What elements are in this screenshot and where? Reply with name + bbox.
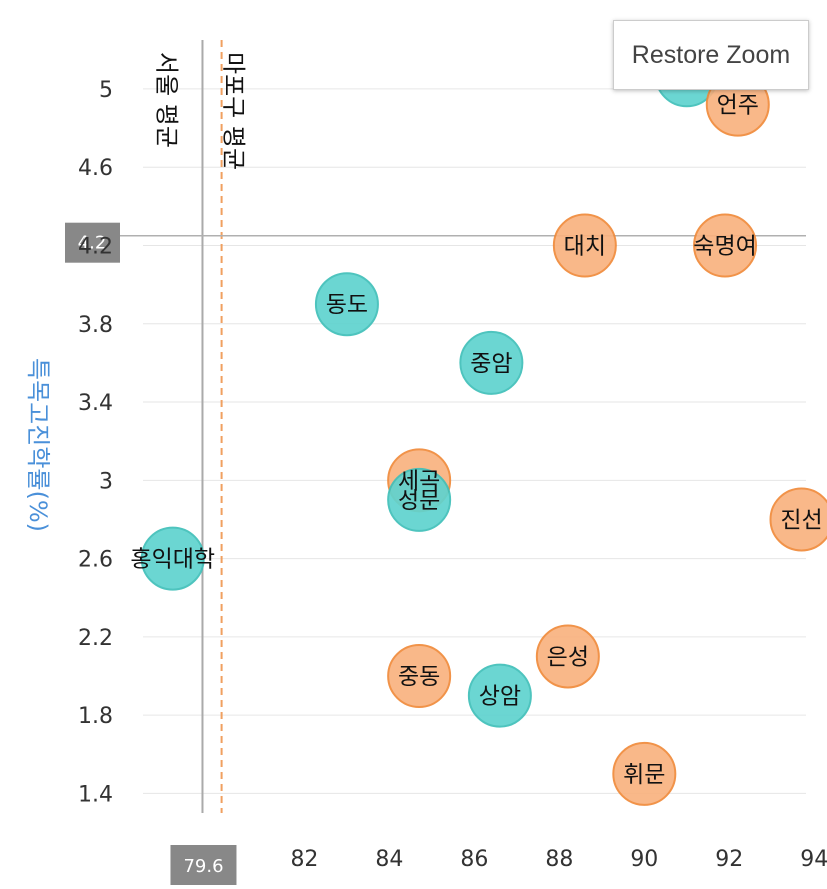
data-label: 은성 [547,644,589,670]
crosshair-y-label: 4.2 [78,233,107,254]
crosshair-x-badge [170,845,237,885]
x-tick-label: 94 [800,847,827,872]
crosshair-x-label: 79.6 [183,856,223,877]
y-tick-label: 2.6 [78,548,113,573]
data-label: 진선 [780,507,822,533]
data-label: 중암 [470,351,512,377]
reference-line-label: 서울 평균 [152,52,180,148]
x-tick-label: 90 [630,847,658,872]
data-point [552,213,617,278]
reference-lines: 서울 평균 마포구 평균 [152,40,248,813]
data-label: 홍익대학 [130,547,215,573]
data-label: 언주 [717,93,759,119]
y-tick-label: 3 [99,469,113,494]
data-label: 성문 [398,488,440,514]
data-point [140,526,205,591]
x-tick-label: 92 [715,847,743,872]
y-tick-label: 1.8 [78,704,113,729]
data-point [314,272,379,337]
y-axis-title: 특목고진학률(%) [24,358,52,532]
data-point [387,467,452,532]
data-label: 상암 [479,684,521,710]
data-point [467,663,532,728]
crosshair: 4.2 79.6 [65,222,806,885]
crosshair-y-badge [65,222,120,263]
restore-zoom-button[interactable]: Restore Zoom [613,20,809,90]
y-tick-label: 4.6 [78,156,113,181]
x-tick-label: 82 [290,847,318,872]
y-tick-label: 3.8 [78,313,113,338]
reference-line-label: 마포구 평균 [220,52,248,170]
y-tick-label: 4.2 [78,234,113,259]
data-label: 중동 [398,664,440,690]
data-point [612,741,677,806]
x-tick-label: 86 [460,847,488,872]
data-label: 대치 [564,233,606,259]
data-point [693,213,758,278]
data-label: 휘문 [623,762,665,788]
data-label: 숙명여 [693,233,756,259]
y-tick-label: 1.4 [78,782,113,807]
data-point [769,487,827,552]
x-tick-label: 88 [545,847,573,872]
x-axis-ticks: 82 84 86 88 90 92 94 [290,847,827,872]
y-tick-label: 5 [99,78,113,103]
data-label: 동도 [326,292,368,318]
y-tick-label: 3.4 [78,391,113,416]
data-point [535,624,600,689]
data-label: 세곡 [398,468,440,494]
y-tick-label: 2.2 [78,626,113,651]
y-axis-ticks: 1.4 1.8 2.2 2.6 3 3.4 3.8 4.2 4.6 5 [78,78,113,808]
data-point [459,330,524,395]
data-point [387,644,452,709]
x-tick-label: 84 [375,847,403,872]
